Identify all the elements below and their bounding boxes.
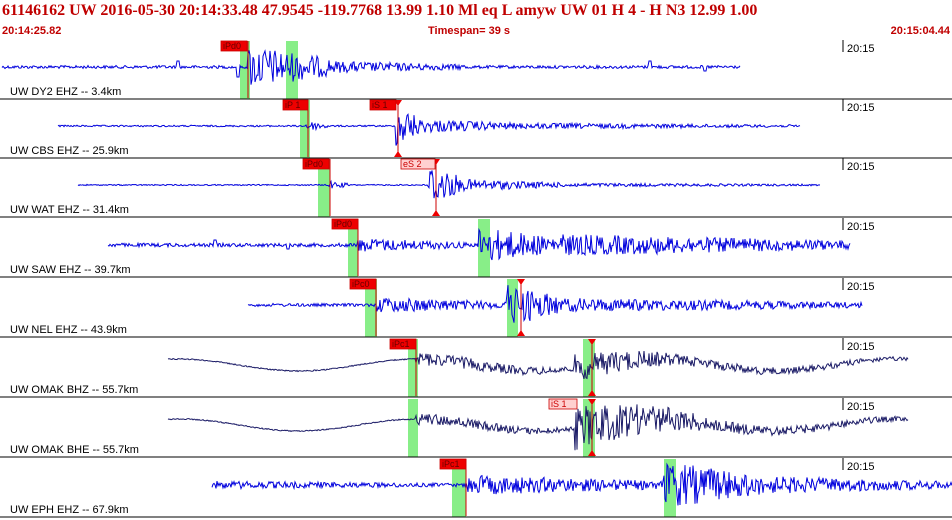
pick-marker-bottom bbox=[517, 330, 525, 336]
pick-window bbox=[408, 399, 418, 457]
waveform bbox=[77, 170, 821, 199]
pick-tag[interactable] bbox=[302, 158, 330, 170]
pick-marker-top bbox=[517, 279, 525, 285]
tick-label: 20:15 bbox=[847, 341, 875, 353]
tick-label: 20:15 bbox=[847, 461, 875, 473]
channel-label: UW OMAK BHE -- 55.7km bbox=[10, 444, 139, 456]
pick-label: iPc0 bbox=[352, 279, 370, 289]
pick-tag[interactable] bbox=[349, 278, 377, 290]
pick-tag[interactable] bbox=[220, 40, 248, 52]
event-title: 61146162 UW 2016-05-30 20:14:33.48 47.95… bbox=[2, 2, 758, 19]
tick-label: 20:15 bbox=[847, 102, 875, 114]
pick-marker-bottom bbox=[588, 450, 596, 456]
waveform bbox=[1, 49, 741, 85]
channel-label: UW OMAK BHZ -- 55.7km bbox=[10, 384, 138, 396]
pick-marker-top bbox=[588, 339, 596, 345]
tick-label: 20:15 bbox=[847, 281, 875, 293]
tick-label: 20:15 bbox=[847, 161, 875, 173]
trace-row[interactable]: 20:15 iS 1 UW OMAK BHE -- 55.7km bbox=[0, 398, 952, 458]
trace-row[interactable]: 20:15 iPc1 UW OMAK BHZ -- 55.7km bbox=[0, 338, 952, 398]
pick-window bbox=[452, 459, 466, 517]
pick-marker-bottom bbox=[394, 151, 402, 157]
pick-label: iPd0 bbox=[305, 159, 323, 169]
pick-label: iS 1 bbox=[551, 399, 567, 409]
pick-tag[interactable] bbox=[400, 158, 436, 170]
trace-row[interactable]: 20:15 iPc0 UW NEL EHZ -- 43.9km bbox=[0, 278, 952, 338]
pick-window bbox=[300, 100, 310, 158]
pick-window bbox=[286, 41, 298, 99]
pick-marker-top bbox=[588, 399, 596, 405]
pick-label: eS 2 bbox=[403, 159, 422, 169]
pick-marker-bottom bbox=[588, 390, 596, 396]
waveform bbox=[57, 113, 801, 146]
pick-window bbox=[408, 339, 418, 397]
trace-row[interactable]: 20:15 iPd0 UW DY2 EHZ -- 3.4km bbox=[0, 40, 952, 100]
trace-row[interactable]: 20:15 iPd0 UW SAW EHZ -- 39.7km bbox=[0, 218, 952, 278]
waveform bbox=[211, 462, 952, 506]
pick-label: iPc1 bbox=[392, 339, 410, 349]
channel-label: UW EPH EHZ -- 67.9km bbox=[10, 504, 129, 516]
pick-window bbox=[507, 279, 518, 337]
pick-window bbox=[240, 41, 250, 99]
pick-tag[interactable] bbox=[548, 398, 578, 410]
pick-window bbox=[318, 159, 330, 217]
tick-label: 20:15 bbox=[847, 401, 875, 413]
channel-label: UW WAT EHZ -- 31.4km bbox=[10, 204, 129, 216]
pick-window bbox=[348, 219, 358, 277]
pick-marker-bottom bbox=[432, 210, 440, 216]
pick-tag[interactable] bbox=[331, 218, 359, 230]
waveform bbox=[167, 404, 909, 451]
timespan: Timespan= 39 s bbox=[428, 25, 511, 37]
channel-label: UW CBS EHZ -- 25.9km bbox=[10, 145, 129, 157]
pick-tag[interactable] bbox=[389, 338, 417, 350]
end-time: 20:15:04.44 bbox=[890, 25, 950, 37]
pick-label: iPd0 bbox=[223, 41, 241, 51]
trace-row[interactable]: 20:15 iPc1 UW EPH EHZ -- 67.9km bbox=[0, 458, 952, 518]
channel-label: UW SAW EHZ -- 39.7km bbox=[10, 264, 131, 276]
pick-window bbox=[478, 219, 490, 277]
pick-label: iS 1 bbox=[372, 100, 388, 110]
event-header: 61146162 UW 2016-05-30 20:14:33.48 47.95… bbox=[0, 0, 952, 40]
channel-label: UW NEL EHZ -- 43.9km bbox=[10, 324, 127, 336]
trace-row[interactable]: 20:15 iPd0 eS 2 UW WAT EHZ -- 31.4km bbox=[0, 158, 952, 218]
pick-window bbox=[365, 279, 377, 337]
waveform bbox=[107, 227, 851, 261]
pick-tag[interactable] bbox=[282, 99, 309, 111]
pick-label: iPc1 bbox=[442, 459, 460, 469]
waveform bbox=[167, 350, 909, 380]
pick-label: iPd0 bbox=[334, 219, 352, 229]
pick-label: iP 1 bbox=[285, 100, 300, 110]
channel-label: UW DY2 EHZ -- 3.4km bbox=[10, 86, 121, 98]
tick-label: 20:15 bbox=[847, 221, 875, 233]
waveform bbox=[247, 285, 863, 323]
pick-tag[interactable] bbox=[369, 99, 397, 111]
pick-tag[interactable] bbox=[439, 458, 467, 470]
start-time: 20:14:25.82 bbox=[2, 25, 62, 37]
tick-label: 20:15 bbox=[847, 43, 875, 55]
trace-row[interactable]: 20:15 iP 1 iS 1 UW CBS EHZ -- 25.9km bbox=[0, 99, 952, 159]
